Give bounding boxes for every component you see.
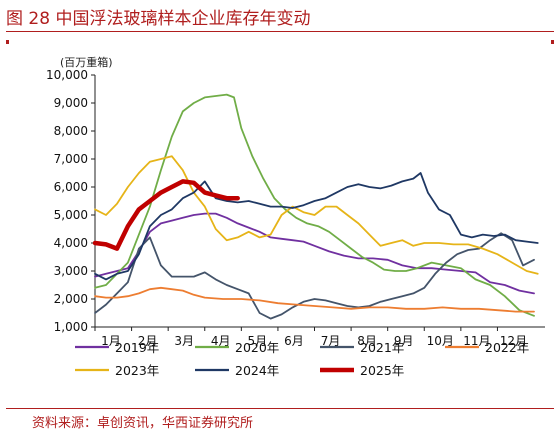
y-tick-label: 2,000 [54,292,88,306]
y-tick-label: 3,000 [54,264,88,278]
x-tick-label: 11月 [463,334,490,348]
y-tick-label: 6,000 [54,180,88,194]
x-tick-label: 2月 [138,334,158,348]
x-tick-label: 1月 [101,334,121,348]
series-line-2022 [94,286,535,313]
x-tick-label: 10月 [427,334,454,348]
y-tick-label: 8,000 [54,124,88,138]
corner-mark-left [6,40,9,44]
x-tick-label: 8月 [357,334,377,348]
x-tick-label: 5月 [248,334,268,348]
legend-label: 2020年 [235,340,279,355]
x-tick-label: 6月 [284,334,304,348]
y-tick-label: 9,000 [54,96,88,110]
series-line-2024 [94,172,539,281]
line-chart: 1,000 2,000 3,000 4,000 5,000 6,000 7,000 8,000… [46,68,545,378]
y-tick-label: 1,000 [54,320,88,334]
legend-label: 2023年 [115,363,159,378]
figure-title: 图 28 中国浮法玻璃样本企业库存年变动 [6,9,311,29]
series-line-2020 [94,93,535,317]
source-rule [6,408,554,409]
y-tick-label: 5,000 [54,208,88,222]
y-tick-label: 4,000 [54,236,88,250]
axes: 1,000 2,000 3,000 4,000 5,000 6,000 7,000 8,000… [46,68,545,348]
legend-label: 2019年 [115,340,159,355]
series-layer [92,93,539,320]
legend: 2019年 2020年 2021年 2022年 2023年 2024年 2025年 [75,340,529,378]
x-tick-label: 7月 [321,334,341,348]
legend-label: 2025年 [360,363,404,378]
legend-label: 2021年 [360,340,404,355]
source-note: 资料来源：卓创资讯，华西证券研究所 [32,416,254,431]
series-line-2025 [92,179,240,251]
x-tick-label: 9月 [394,334,414,348]
y-tick-label: 10,000 [46,68,88,82]
title-rule [6,31,554,32]
legend-label: 2022年 [485,340,529,355]
series-line-2021 [94,232,535,320]
x-tick-label: 4月 [211,334,231,348]
x-tick-label: 3月 [174,334,194,348]
legend-label: 2024年 [235,363,279,378]
corner-mark-right [551,40,554,44]
series-line-2023 [94,155,539,275]
x-tick-label: 12月 [500,334,527,348]
y-unit-label: (百万重箱) [60,56,113,69]
series-line-2019 [94,212,535,295]
y-tick-label: 7,000 [54,152,88,166]
